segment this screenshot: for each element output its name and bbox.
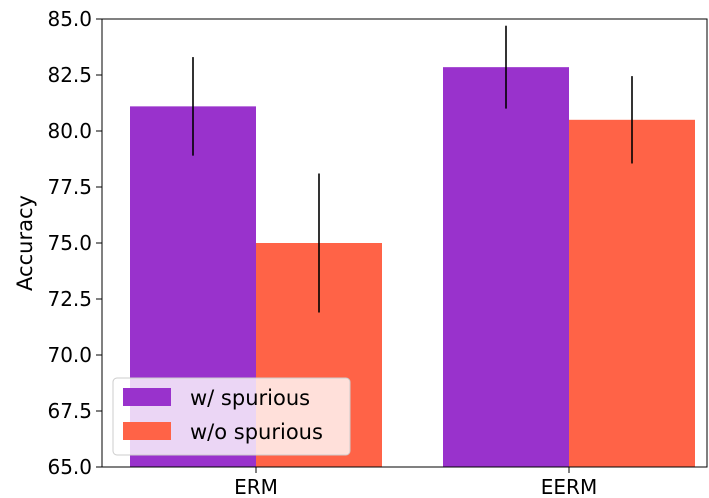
x-axis: ERM EERM <box>234 467 597 498</box>
y-tick-label: 77.5 <box>47 175 92 199</box>
y-tick-label: 85.0 <box>47 7 92 31</box>
bar-eerm-w-spurious <box>443 67 569 467</box>
y-tick-label: 80.0 <box>47 119 92 143</box>
y-axis-label: Accuracy <box>13 195 37 291</box>
x-tick-label: ERM <box>234 475 278 498</box>
legend: w/ spurious w/o spurious <box>112 377 351 456</box>
legend-swatch <box>123 388 171 406</box>
y-tick-label: 70.0 <box>47 343 92 367</box>
y-axis: 65.0 67.5 70.0 72.5 75.0 77.5 80.0 82.5 85.0 <box>47 7 102 479</box>
legend-entry: w/o spurious <box>190 420 323 444</box>
y-tick-label: 75.0 <box>47 231 92 255</box>
legend-entry: w/ spurious <box>190 386 310 410</box>
error-bars-group <box>192 25 633 313</box>
bars-group <box>130 67 695 468</box>
x-tick-label: EERM <box>541 475 597 498</box>
y-tick-label: 67.5 <box>47 399 92 423</box>
y-tick-label: 82.5 <box>47 63 92 87</box>
y-tick-label: 65.0 <box>47 455 92 479</box>
y-tick-label: 72.5 <box>47 287 92 311</box>
legend-swatch <box>123 422 171 440</box>
bar-eerm-wo-spurious <box>569 119 695 468</box>
legend-box <box>112 377 351 456</box>
